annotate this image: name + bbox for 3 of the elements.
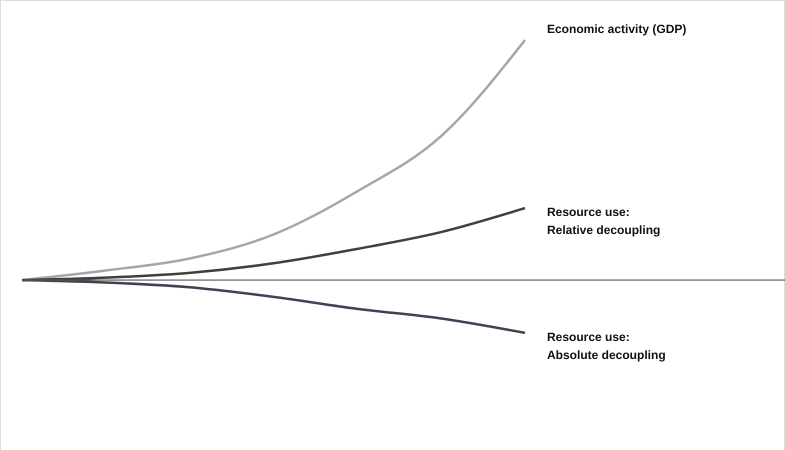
series-label: Resource use: Absolute decoupling [547, 330, 666, 362]
series-label: Resource use: Relative decoupling [547, 205, 660, 238]
series-label: Economic activity (GDP) [547, 22, 686, 36]
